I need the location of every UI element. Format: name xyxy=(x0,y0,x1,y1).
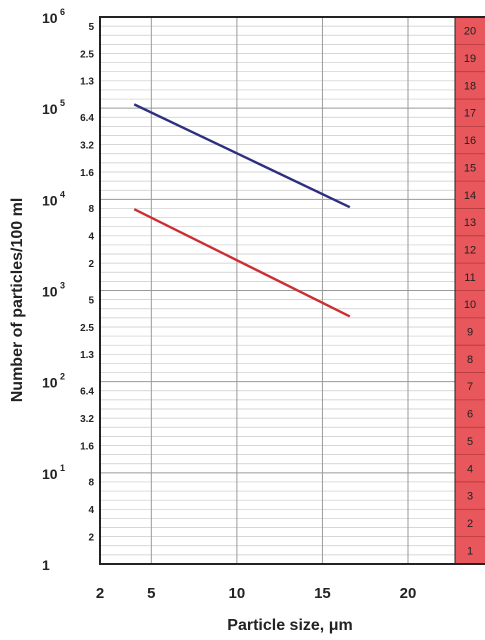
y-minor-label: 1.3 xyxy=(80,350,94,361)
y-tick-label: 10 xyxy=(42,284,58,300)
code-label: 10 xyxy=(464,299,476,311)
y-minor-label: 2.5 xyxy=(80,323,94,334)
y-minor-label: 8 xyxy=(88,478,94,489)
y-minor-label: 5 xyxy=(88,295,94,306)
y-tick-label: 1 xyxy=(42,557,50,573)
x-tick-label: 15 xyxy=(314,585,331,602)
code-label: 1 xyxy=(467,545,473,557)
y-tick-label: 10 xyxy=(42,10,58,26)
code-label: 20 xyxy=(464,26,476,38)
y-minor-label: 8 xyxy=(88,204,94,215)
code-label: 16 xyxy=(464,135,476,147)
code-label: 14 xyxy=(464,190,476,202)
x-axis-ticks: 2 5 10 15 20 xyxy=(96,585,417,602)
code-label: 17 xyxy=(464,108,476,120)
code-label: 19 xyxy=(464,53,476,65)
x-axis-label: Particle size, μm xyxy=(227,617,352,634)
code-label: 4 xyxy=(467,463,473,475)
series-line-1 xyxy=(133,103,351,209)
y-tick-exponent: 6 xyxy=(60,7,65,17)
x-tick-label: 10 xyxy=(229,585,246,602)
y-minor-label: 1.6 xyxy=(80,441,94,452)
series-lines xyxy=(133,103,351,318)
y-tick-exponent: 3 xyxy=(60,281,65,291)
y-tick-exponent: 1 xyxy=(60,463,65,473)
code-label: 5 xyxy=(467,436,473,448)
code-label: 11 xyxy=(464,272,475,284)
code-label: 18 xyxy=(464,80,476,92)
y-tick-label: 10 xyxy=(42,101,58,117)
y-minor-label: 4 xyxy=(88,505,94,516)
y-minor-label: 2 xyxy=(88,259,94,270)
y-minor-label: 1.6 xyxy=(80,168,94,179)
y-minor-label: 6.4 xyxy=(80,387,94,398)
y-minor-label: 4 xyxy=(88,232,94,243)
y-minor-label: 2.5 xyxy=(80,49,94,60)
y-tick-exponent: 5 xyxy=(60,98,65,108)
y-tick-label: 10 xyxy=(42,192,58,208)
y-tick-label: 10 xyxy=(42,466,58,482)
code-label: 12 xyxy=(464,244,476,256)
code-label: 8 xyxy=(467,354,473,366)
code-label: 13 xyxy=(464,217,476,229)
plot-frame xyxy=(99,16,485,565)
x-tick-label: 2 xyxy=(96,585,104,602)
code-label: 15 xyxy=(464,162,476,174)
code-label: 6 xyxy=(467,409,473,421)
y-minor-label: 5 xyxy=(88,22,94,33)
y-tick-exponent: 2 xyxy=(60,372,65,382)
code-label: 3 xyxy=(467,491,473,503)
grid xyxy=(100,17,485,565)
y-tick-exponent: 4 xyxy=(60,189,65,199)
series-line-2 xyxy=(133,208,351,318)
y-tick-label: 10 xyxy=(42,375,58,391)
y-minor-label: 2 xyxy=(88,533,94,544)
x-tick-label: 5 xyxy=(147,585,155,602)
code-label: 7 xyxy=(467,381,473,393)
code-label: 9 xyxy=(467,327,473,339)
y-minor-label: 1.3 xyxy=(80,77,94,88)
y-minor-label: 3.2 xyxy=(80,140,94,151)
y-minor-label: 3.2 xyxy=(80,414,94,425)
y-minor-label: 6.4 xyxy=(80,113,94,124)
code-label: 2 xyxy=(467,518,473,530)
x-tick-label: 20 xyxy=(400,585,417,602)
y-axis-label: Number of particles/100 ml xyxy=(9,198,26,403)
